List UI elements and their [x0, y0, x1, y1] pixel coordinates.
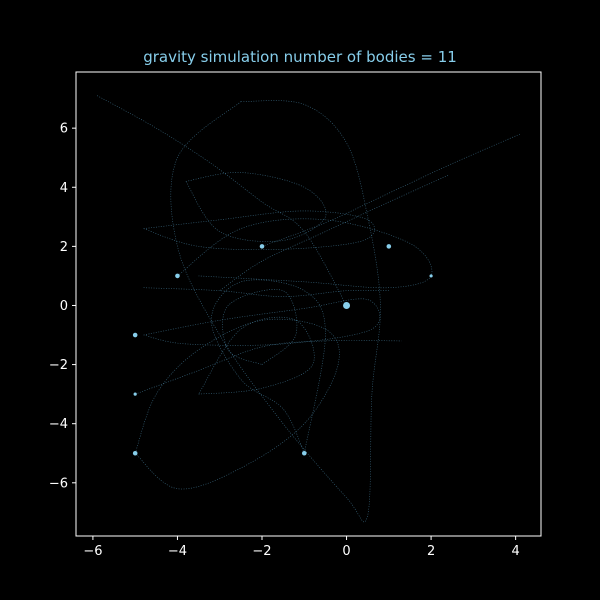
- trajectory-trail-0: [96, 95, 347, 306]
- y-tick-label: 4: [60, 181, 68, 196]
- trajectory-trail-10: [185, 172, 327, 242]
- trajectory-trail-3: [143, 210, 375, 251]
- body-point-4: [429, 274, 433, 278]
- x-tick-label: 4: [511, 544, 519, 559]
- trajectory-trail-11: [143, 287, 389, 297]
- body-point-2: [386, 244, 392, 249]
- body-point-1: [259, 244, 265, 249]
- trajectory-trail-5: [177, 218, 433, 289]
- trajectory-trail-13: [198, 316, 315, 395]
- trajectory-trail-8: [134, 318, 340, 490]
- trajectory-trail-12: [222, 289, 298, 365]
- y-tick-label: 6: [60, 122, 68, 137]
- axes-frame: [75, 71, 542, 537]
- y-tick-label: −4: [49, 417, 68, 432]
- body-point-3: [175, 273, 180, 279]
- x-tick-label: −4: [168, 544, 187, 559]
- x-tick-label: 0: [342, 544, 350, 559]
- x-tick-label: 2: [427, 544, 435, 559]
- trajectory-trail-6: [143, 298, 381, 346]
- chart-title: gravity simulation number of bodies = 11: [143, 48, 457, 66]
- trajectory-trail-7: [135, 340, 402, 395]
- body-point-7: [132, 450, 138, 456]
- y-tick-label: −6: [49, 476, 68, 491]
- y-tick-label: 0: [60, 299, 68, 314]
- y-tick-label: −2: [49, 358, 68, 373]
- body-point-0: [343, 301, 351, 309]
- body-point-8: [301, 450, 307, 456]
- x-tick-label: −2: [252, 544, 271, 559]
- trajectory-trail-4: [170, 100, 381, 523]
- trajectory-trail-2: [219, 175, 449, 291]
- body-point-5: [132, 332, 138, 338]
- trajectory-trail-9: [210, 279, 326, 454]
- trajectory-trail-1: [261, 133, 521, 247]
- y-tick-label: 2: [60, 240, 68, 255]
- x-tick-label: −6: [83, 544, 102, 559]
- body-point-6: [133, 392, 137, 396]
